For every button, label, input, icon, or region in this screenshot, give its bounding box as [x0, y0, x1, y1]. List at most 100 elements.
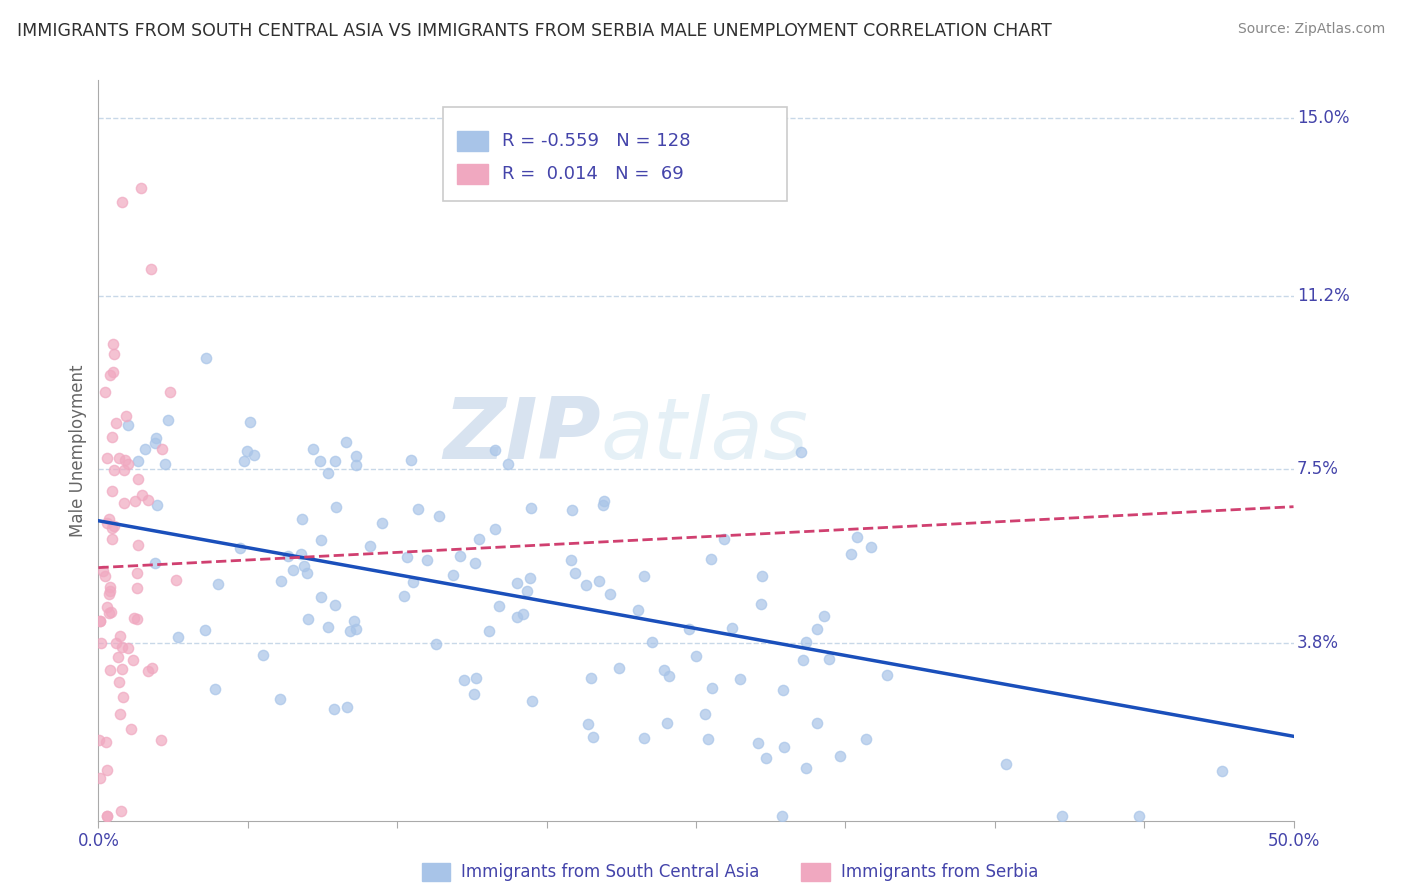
Point [131, 181, 153, 195]
Point [96, 516, 118, 530]
Text: 15.0%: 15.0% [1298, 109, 1350, 127]
Point [468, 532, 491, 546]
Point [371, 516, 394, 530]
Point [153, 457, 176, 471]
Point [599, 587, 621, 601]
Point [401, 575, 423, 590]
Point [98, 587, 121, 601]
Point [633, 568, 655, 582]
Point [994, 756, 1017, 771]
Point [120, 723, 142, 737]
Y-axis label: Male Unemployment: Male Unemployment [69, 364, 87, 537]
Point [427, 508, 450, 523]
Point [560, 553, 582, 567]
Point [277, 549, 299, 563]
Point [252, 648, 274, 663]
Text: ZIP: ZIP [443, 394, 600, 477]
Point [488, 599, 510, 614]
Point [484, 522, 506, 536]
Point [87, 733, 110, 747]
Point [94, 569, 117, 583]
Point [112, 463, 135, 477]
Point [839, 548, 862, 562]
Point [700, 552, 723, 566]
Text: Immigrants from Serbia: Immigrants from Serbia [841, 863, 1038, 881]
Point [145, 431, 167, 445]
Point [93, 384, 115, 399]
Point [125, 582, 148, 596]
Point [496, 457, 519, 471]
Point [124, 494, 146, 508]
Point [270, 574, 292, 588]
Point [122, 611, 145, 625]
Point [478, 624, 501, 639]
Point [91, 564, 114, 578]
Point [229, 541, 252, 556]
Point [96, 600, 118, 615]
Text: Immigrants from South Central Asia: Immigrants from South Central Asia [461, 863, 759, 881]
Point [794, 635, 817, 649]
Point [136, 664, 159, 678]
Point [806, 716, 828, 731]
Point [505, 610, 527, 624]
Point [336, 700, 359, 714]
Point [110, 194, 132, 209]
Point [281, 563, 304, 577]
Point [323, 702, 346, 716]
Point [166, 630, 188, 644]
Point [658, 669, 681, 683]
Point [512, 607, 534, 621]
Point [117, 640, 139, 655]
Point [813, 608, 835, 623]
Point [520, 694, 543, 708]
Point [575, 577, 598, 591]
Point [453, 673, 475, 688]
Point [441, 568, 464, 582]
Point [396, 549, 419, 564]
Point [408, 501, 430, 516]
Point [592, 498, 614, 512]
Point [89, 614, 111, 628]
Point [344, 458, 367, 473]
Point [108, 629, 131, 643]
Point [239, 415, 262, 429]
Point [344, 622, 367, 636]
Point [125, 612, 148, 626]
Text: IMMIGRANTS FROM SOUTH CENTRAL ASIA VS IMMIGRANTS FROM SERBIA MALE UNEMPLOYMENT C: IMMIGRANTS FROM SOUTH CENTRAL ASIA VS IM… [17, 22, 1052, 40]
Point [325, 500, 347, 514]
Point [399, 452, 422, 467]
Text: 7.5%: 7.5% [1298, 460, 1339, 478]
Point [685, 648, 707, 663]
Point [713, 532, 735, 546]
Point [1050, 809, 1073, 823]
Point [143, 556, 166, 570]
Point [108, 674, 131, 689]
Point [295, 566, 318, 580]
Point [588, 574, 610, 588]
Point [392, 589, 415, 603]
Point [269, 692, 291, 706]
Point [301, 442, 323, 457]
Point [115, 409, 138, 423]
Point [641, 634, 664, 648]
Point [755, 751, 778, 765]
Point [655, 715, 678, 730]
Point [1211, 764, 1233, 779]
Point [297, 611, 319, 625]
Point [143, 435, 166, 450]
Point [344, 449, 367, 463]
Point [519, 571, 541, 585]
Point [700, 681, 723, 695]
Point [721, 620, 744, 634]
Point [579, 671, 602, 685]
Point [157, 412, 180, 426]
Point [103, 518, 125, 533]
Point [108, 706, 131, 721]
Point [846, 530, 869, 544]
Point [96, 734, 118, 748]
Point [110, 804, 132, 818]
Point [855, 731, 877, 746]
Point [564, 566, 586, 580]
Point [150, 732, 173, 747]
Point [309, 590, 332, 604]
